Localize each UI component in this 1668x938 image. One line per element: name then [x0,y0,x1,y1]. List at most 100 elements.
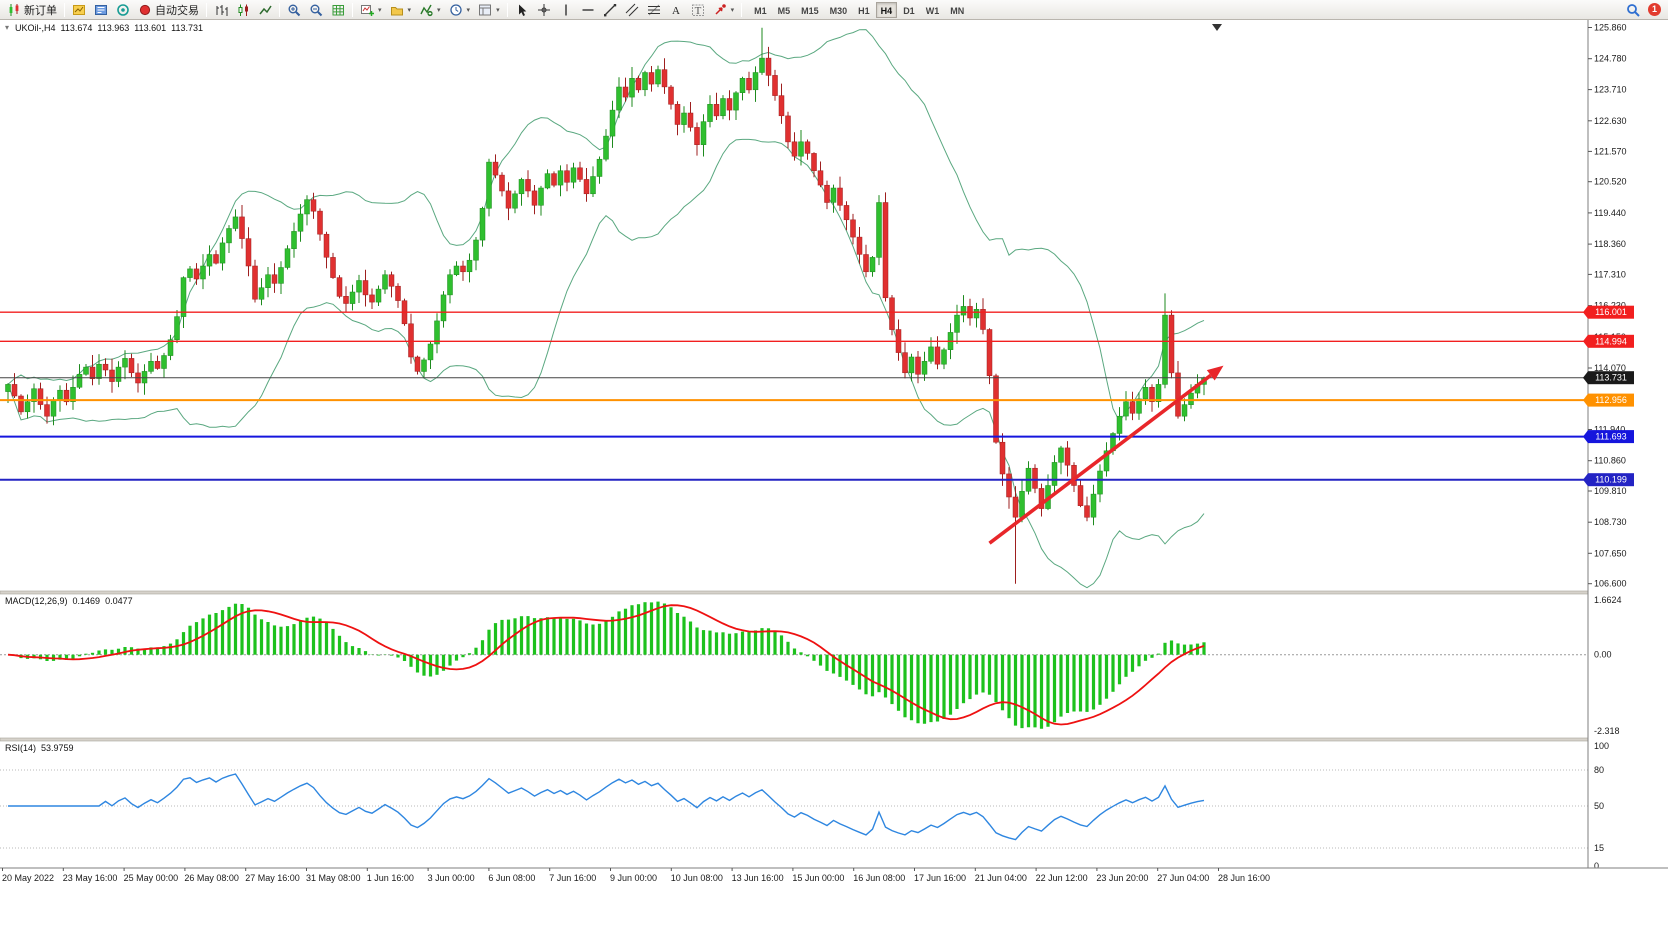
candle-body [317,210,323,235]
candle-body [369,294,375,303]
time-axis-label: 6 Jun 08:00 [488,873,535,883]
horizontal-line-button[interactable] [577,1,599,19]
rsi-value: 53.9759 [41,743,74,753]
candle-body [239,216,245,239]
new-chart-button[interactable]: ▾ [356,1,386,19]
text-button[interactable]: A [665,1,687,19]
rsi-axis-label: 80 [1594,765,1604,775]
price-axis-label: 118.360 [1594,239,1626,249]
candle-body [187,268,193,278]
time-axis[interactable] [0,868,1668,938]
autotrading-button[interactable]: 自动交易 [134,1,203,19]
svg-text:A: A [672,5,680,17]
profiles-button[interactable]: ▾ [386,1,416,19]
terminal-button[interactable] [112,1,134,19]
price-pane[interactable] [0,27,1588,589]
candle-body [336,277,343,297]
rsi-pane[interactable] [0,769,1588,849]
candle-body [109,369,115,382]
trend-arrow-line[interactable] [988,373,1212,545]
candle-body [980,309,986,330]
zoom-out-button[interactable] [305,1,327,19]
price-marker-arrow [1583,334,1588,348]
candle-body [1064,447,1071,466]
candle-body [388,274,395,287]
candle-body [1149,387,1155,402]
pane-divider[interactable] [0,737,1668,742]
market-watch-button[interactable] [68,1,90,19]
candle-body [824,184,830,203]
time-axis-label: 1 Jun 16:00 [367,873,414,883]
timeframe-m5-button[interactable]: M5 [773,2,796,18]
timeframe-h4-button[interactable]: H4 [875,1,898,18]
fibonacci-button[interactable] [643,1,665,19]
timeframe-mn-button[interactable]: MN [945,2,969,18]
high-value: 113.963 [97,23,130,33]
line-chart-button[interactable] [254,1,276,19]
chart-area[interactable]: 125.860 124.780 123.710 122.630 121.570 120.5… [0,20,1668,938]
arrows-button[interactable]: ▾ [709,1,739,19]
new-order-label: 新订单 [24,4,57,17]
candle-body [102,363,109,371]
candle-body [200,265,206,280]
periods-button[interactable]: ▾ [445,1,475,19]
chart-canvas[interactable]: 125.860 124.780 123.710 122.630 121.570 120.5… [0,20,1668,938]
cursor-button[interactable] [511,1,533,19]
candle-body [544,173,551,189]
timeframe-w1-button[interactable]: W1 [921,2,945,18]
macd-signal-line [7,604,1205,726]
chart-shift-marker[interactable] [1212,24,1222,31]
new-order-button[interactable]: 新订单 [3,1,61,19]
candle-body [1090,493,1097,518]
candle-body [603,135,609,160]
crosshair-button[interactable] [533,1,555,19]
bar-chart-button[interactable] [210,1,232,19]
candle-body [713,104,720,117]
zoom-in-button[interactable] [283,1,305,19]
candle-body [622,86,629,98]
macd-pane[interactable] [0,601,1588,729]
timeframe-d1-button[interactable]: D1 [898,2,920,18]
price-axis-label: 116.230 [1594,301,1626,311]
price-axis[interactable] [1588,20,1668,868]
pane-divider[interactable] [0,590,1668,595]
time-axis-label: 25 May 00:00 [124,873,179,883]
macd-name: MACD(12,26,9) [5,596,68,606]
candle-body [850,219,856,238]
timeframe-m15-button[interactable]: M15 [796,2,824,18]
candle-body [440,294,447,322]
timeframe-h1-button[interactable]: H1 [853,2,875,18]
timeframe-m1-button[interactable]: M1 [749,2,772,18]
vertical-line-button[interactable] [555,1,577,19]
line-chart-icon [259,5,272,14]
trend-arrow-head[interactable] [1206,365,1224,381]
trendline-button[interactable] [599,1,621,19]
text-label-button[interactable]: T [687,1,709,19]
candle-body [466,259,473,273]
indicators-button[interactable]: ▾ [415,1,445,19]
timeframe-m30-button[interactable]: M30 [825,2,853,18]
candlestick-chart-button[interactable] [232,1,254,19]
candle-body [226,228,232,244]
candle-body [596,158,603,177]
time-axis-label: 9 Jun 00:00 [610,873,657,883]
templates-button[interactable]: ▾ [474,1,504,19]
macd-indicator-label: MACD(12,26,9) 0.1469 0.0477 [5,596,133,606]
search-button[interactable] [1622,1,1644,19]
navigator-button[interactable] [90,1,112,19]
text-icon: A [672,5,680,17]
candle-body [128,358,135,374]
profiles-icon [390,6,403,15]
close-value: 113.731 [171,23,204,33]
candle-body [193,268,200,280]
notification-badge[interactable]: 1 [1648,3,1661,16]
rsi-name: RSI(14) [5,743,37,753]
grid-button[interactable] [327,1,349,19]
one-click-trading-toggle[interactable]: ▾ [5,23,10,32]
candle-body [5,384,11,392]
price-axis-label: 121.570 [1594,146,1627,156]
candle-body [486,161,492,209]
candle-body [278,267,284,284]
price-axis-label: 125.860 [1594,23,1627,33]
channel-button[interactable] [621,1,643,19]
